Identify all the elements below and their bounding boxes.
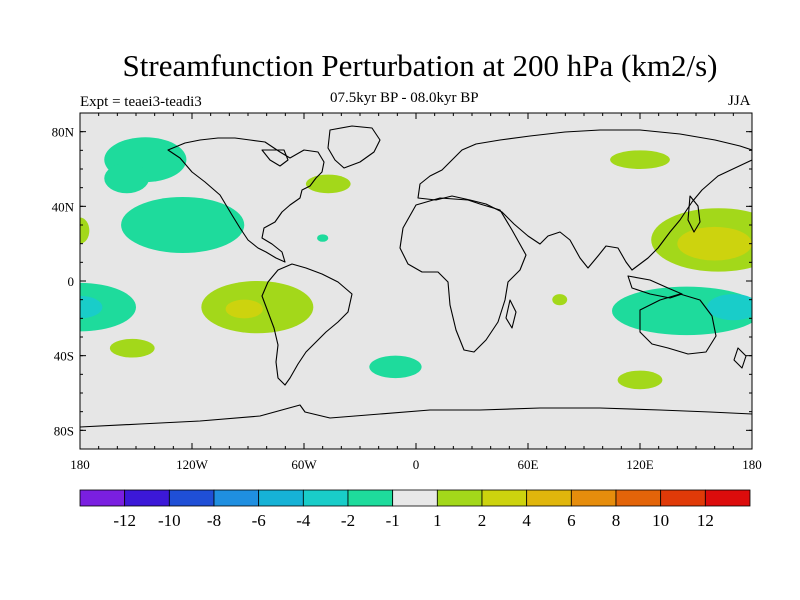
colorbar: -12 -10 -8 -6 -4 -2 -1 1 2 4 6 8 10 12 <box>79 489 751 530</box>
x-tick-label: 60W <box>291 457 317 472</box>
colorbar-swatch <box>347 489 394 507</box>
colorbar-swatch <box>302 489 349 507</box>
coastline-north-america <box>167 137 325 263</box>
x-tick-label: 0 <box>413 457 420 472</box>
colorbar-swatch <box>526 489 572 507</box>
colorbar-label: -4 <box>296 511 311 530</box>
anomaly-layer <box>80 137 752 390</box>
colorbar-label: -10 <box>158 511 181 530</box>
colorbar-label: -6 <box>252 511 266 530</box>
coastlines <box>80 125 752 428</box>
colorbar-label: -1 <box>386 511 400 530</box>
anomaly-region <box>317 234 329 242</box>
anomaly-region <box>80 295 103 319</box>
coastline-south-america <box>261 263 353 386</box>
colorbar-label: -8 <box>207 511 221 530</box>
colorbar-label: -2 <box>341 511 355 530</box>
anomaly-region <box>225 299 263 319</box>
colorbar-label: 4 <box>522 511 531 530</box>
coastline-eurasia <box>417 129 752 271</box>
coastline-hudson-bay <box>261 149 289 167</box>
coastline-madagascar <box>505 299 517 329</box>
colorbar-label: 1 <box>433 511 442 530</box>
period-subtitle: 07.5kyr BP - 08.0kyr BP <box>330 90 479 106</box>
y-tick-label: 80N <box>52 125 75 140</box>
experiment-label: Expt = teaei3-teadi3 <box>80 94 202 110</box>
anomaly-region <box>305 174 351 194</box>
x-tick-label: 120W <box>176 457 209 472</box>
colorbar-swatch <box>570 489 617 507</box>
colorbar-swatch <box>168 489 215 507</box>
colorbar-swatch <box>704 489 751 507</box>
anomaly-region <box>369 355 422 379</box>
colorbar-label: 2 <box>478 511 487 530</box>
coastline-antarctica <box>80 404 752 428</box>
anomaly-region <box>552 294 568 306</box>
anomaly-region <box>610 150 670 170</box>
anomaly-region <box>707 294 752 321</box>
anomaly-region <box>80 282 136 332</box>
colorbar-swatch <box>258 489 304 507</box>
colorbar-swatch <box>436 489 483 507</box>
anomaly-region <box>80 217 90 244</box>
colorbar-label: 12 <box>697 511 714 530</box>
coastline-indonesia <box>627 275 683 299</box>
map-axes: 180 120W 60W 0 60E 120E 180 80N 40N 0 40S 80S <box>52 113 762 472</box>
anomaly-region <box>121 197 245 253</box>
coastline-japan <box>687 195 701 233</box>
coastline-australia <box>639 293 717 355</box>
colorbar-label: 10 <box>652 511 669 530</box>
anomaly-region <box>677 226 752 261</box>
colorbar-swatch <box>615 489 662 507</box>
y-tick-label: 80S <box>54 423 74 438</box>
colorbar-swatch <box>213 489 260 507</box>
anomaly-region <box>617 370 663 390</box>
colorbar-label: 6 <box>567 511 576 530</box>
x-tick-label: 60E <box>518 457 539 472</box>
x-tick-label: 180 <box>70 457 90 472</box>
x-tick-label: 180 <box>742 457 762 472</box>
colorbar-swatch <box>392 489 438 507</box>
y-tick-label: 0 <box>68 274 75 289</box>
coastline-new-zealand <box>733 347 747 369</box>
map-title: Streamfunction Perturbation at 200 hPa (… <box>122 48 718 83</box>
colorbar-swatch <box>124 489 170 507</box>
coastline-greenland <box>327 125 381 169</box>
season-label: JJA <box>728 93 751 109</box>
y-tick-label: 40N <box>52 199 75 214</box>
colorbar-swatch <box>79 489 126 507</box>
y-tick-label: 40S <box>54 349 74 364</box>
anomaly-region <box>104 163 150 194</box>
colorbar-swatch <box>660 489 706 507</box>
colorbar-label: 8 <box>612 511 621 530</box>
colorbar-swatch <box>481 489 528 507</box>
anomaly-region <box>109 338 155 358</box>
x-tick-label: 120E <box>626 457 654 472</box>
colorbar-label: -12 <box>113 511 136 530</box>
